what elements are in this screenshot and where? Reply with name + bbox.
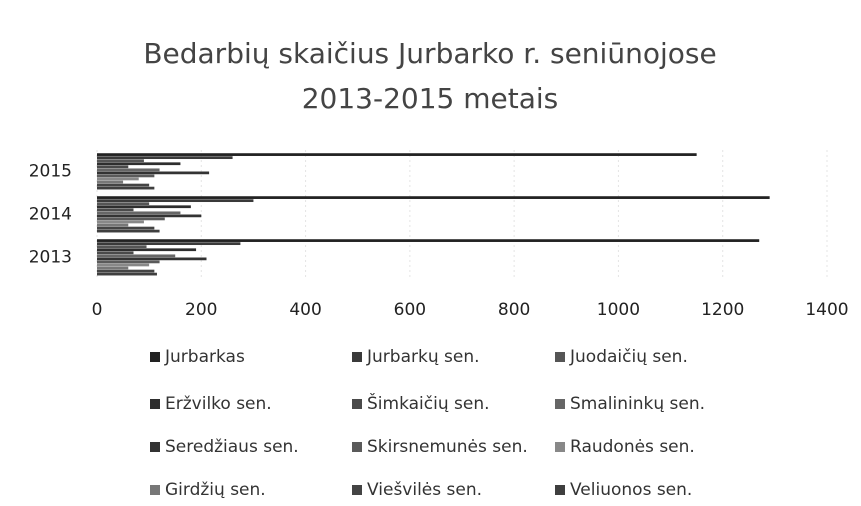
x-tick-label: 600 bbox=[394, 300, 426, 320]
legend-swatch bbox=[555, 442, 565, 452]
bar bbox=[97, 208, 134, 212]
bar bbox=[97, 229, 160, 233]
bar bbox=[97, 177, 139, 181]
bar bbox=[97, 266, 129, 270]
bar bbox=[97, 254, 176, 258]
bar bbox=[97, 159, 144, 163]
legend-label: Šimkaičių sen. bbox=[367, 392, 490, 414]
bar bbox=[97, 257, 207, 261]
x-tick-label: 1000 bbox=[597, 300, 640, 320]
bar bbox=[97, 168, 160, 172]
bar bbox=[97, 217, 165, 221]
bar bbox=[97, 211, 181, 215]
legend-label: Raudonės sen. bbox=[570, 437, 695, 457]
legend-label: Eržvilko sen. bbox=[165, 394, 272, 414]
bar bbox=[97, 162, 181, 166]
legend-label: Jurbarkas bbox=[164, 347, 245, 367]
legend-label: Viešvilės sen. bbox=[367, 480, 482, 500]
legend-label: Skirsnemunės sen. bbox=[367, 437, 528, 457]
bar bbox=[97, 248, 197, 252]
legend-swatch bbox=[150, 399, 160, 409]
x-tick-label: 400 bbox=[289, 300, 321, 320]
legend-label: Jurbarkų sen. bbox=[366, 347, 480, 367]
bar bbox=[97, 153, 697, 156]
bar bbox=[97, 202, 150, 206]
legend-label: Girdžių sen. bbox=[165, 480, 266, 500]
bar bbox=[97, 186, 155, 190]
x-tick-label: 200 bbox=[185, 300, 217, 320]
bar bbox=[97, 269, 155, 273]
legend-label: Smalininkų sen. bbox=[570, 394, 705, 414]
bar bbox=[97, 239, 760, 242]
legend-label: Veliuonos sen. bbox=[570, 480, 692, 500]
x-tick-label: 0 bbox=[92, 300, 103, 320]
bar bbox=[97, 214, 202, 218]
legend-swatch bbox=[150, 352, 160, 362]
legend-swatch bbox=[555, 399, 565, 409]
legend-swatch bbox=[352, 399, 362, 409]
chart-title: Bedarbių skaičius Jurbarko r. seniūnojos… bbox=[143, 37, 716, 70]
y-tick-label: 2013 bbox=[29, 248, 72, 268]
bar bbox=[97, 183, 150, 187]
bar bbox=[97, 242, 241, 246]
legend-swatch bbox=[555, 352, 565, 362]
bar bbox=[97, 223, 129, 227]
bar bbox=[97, 260, 160, 264]
y-tick-label: 2015 bbox=[29, 162, 72, 182]
bar bbox=[97, 205, 191, 209]
bar bbox=[97, 199, 254, 203]
bar bbox=[97, 156, 233, 160]
legend-label: Juodaičių sen. bbox=[569, 347, 688, 367]
bar bbox=[97, 171, 210, 175]
bar bbox=[97, 263, 150, 267]
legend-swatch bbox=[352, 352, 362, 362]
legend-swatch bbox=[352, 485, 362, 495]
bar bbox=[97, 174, 155, 178]
legend-label: Seredžiaus sen. bbox=[165, 437, 299, 457]
bar bbox=[97, 180, 124, 184]
bar bbox=[97, 165, 129, 169]
legend-swatch bbox=[352, 442, 362, 452]
x-tick-label: 800 bbox=[498, 300, 530, 320]
legend-swatch bbox=[555, 485, 565, 495]
bar bbox=[97, 251, 134, 255]
bar bbox=[97, 245, 147, 249]
y-tick-label: 2014 bbox=[29, 205, 72, 225]
legend-swatch bbox=[150, 485, 160, 495]
bar bbox=[97, 196, 770, 199]
bar bbox=[97, 226, 155, 230]
bar bbox=[97, 272, 157, 276]
bar bbox=[97, 220, 144, 224]
chart-title: 2013-2015 metais bbox=[302, 82, 559, 115]
x-tick-label: 1400 bbox=[805, 300, 848, 320]
legend-swatch bbox=[150, 442, 160, 452]
x-tick-label: 1200 bbox=[701, 300, 744, 320]
